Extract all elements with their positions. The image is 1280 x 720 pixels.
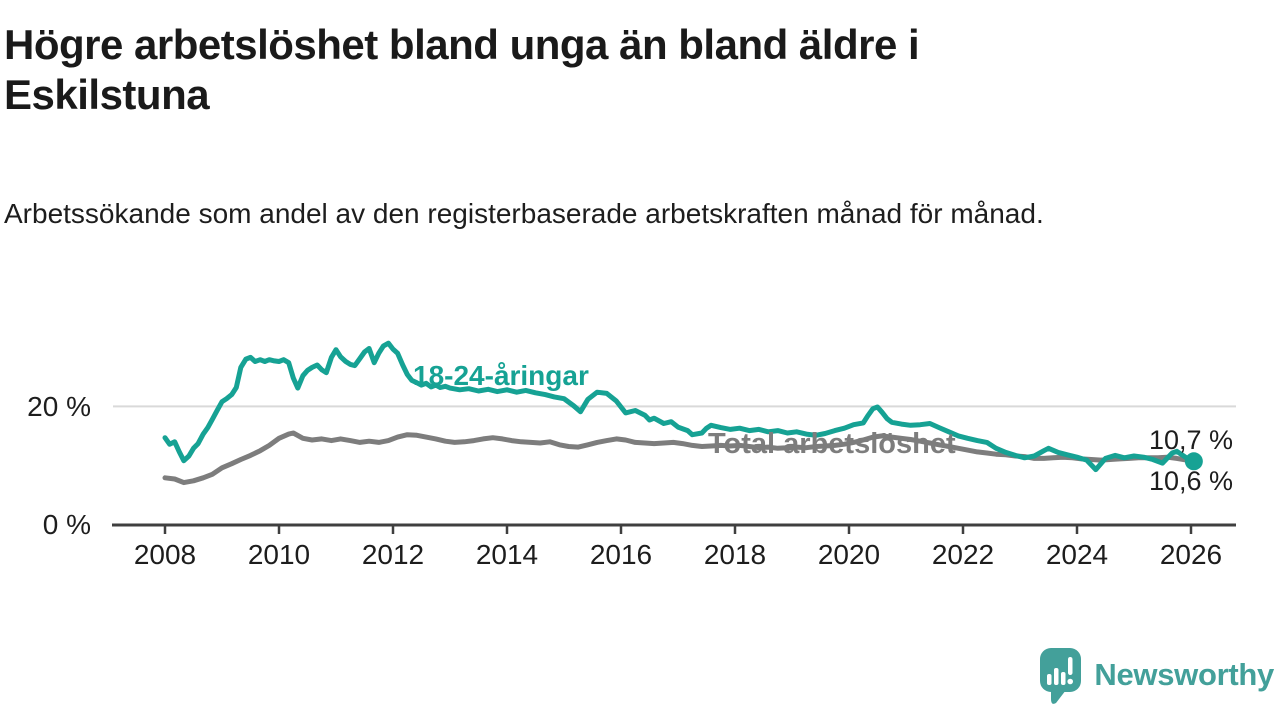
logo-bar-1: [1047, 674, 1052, 685]
end-value-label-total-arbetslöshet: 10,6 %: [1149, 466, 1233, 496]
y-axis-label-20: 20 %: [27, 391, 91, 422]
logo-exclamation-dot: [1067, 678, 1074, 685]
x-axis-label-2020: 2020: [818, 539, 880, 570]
speech-bubble-bar-chart-icon: [1040, 648, 1082, 704]
series-line-18-24-åringar: [162, 340, 1197, 473]
x-axis-label-2012: 2012: [362, 539, 424, 570]
series-label-18-24-åringar: 18-24-åringar: [413, 360, 589, 391]
x-axis-label-2026: 2026: [1160, 539, 1222, 570]
page-title: Högre arbetslöshet bland unga än bland ä…: [4, 21, 920, 118]
brand-name: Newsworthy: [1094, 657, 1274, 692]
series-label-total-arbetslöshet: Total arbetslöshet: [708, 428, 956, 460]
x-axis-label-2008: 2008: [134, 539, 196, 570]
x-axis-label-2014: 2014: [476, 539, 538, 570]
x-axis-label-2018: 2018: [704, 539, 766, 570]
series-line-total-arbetslöshet: [162, 430, 1197, 486]
x-axis-label-2016: 2016: [590, 539, 652, 570]
logo-bar-2: [1054, 668, 1059, 685]
logo-exclamation-bar: [1068, 657, 1073, 675]
x-axis-label-2010: 2010: [248, 539, 310, 570]
y-axis-label-0: 0 %: [43, 509, 91, 540]
logo-bar-3: [1061, 672, 1066, 685]
x-axis-label-2024: 2024: [1046, 539, 1108, 570]
chart-subtitle: Arbetssökande som andel av den registerb…: [4, 198, 1044, 229]
end-value-label-18-24-åringar: 10,7 %: [1149, 425, 1233, 455]
x-axis-label-2022: 2022: [932, 539, 994, 570]
newsworthy-logo: Newsworthy: [1038, 644, 1274, 706]
series-end-dot-18-24-åringar: [1184, 452, 1203, 471]
